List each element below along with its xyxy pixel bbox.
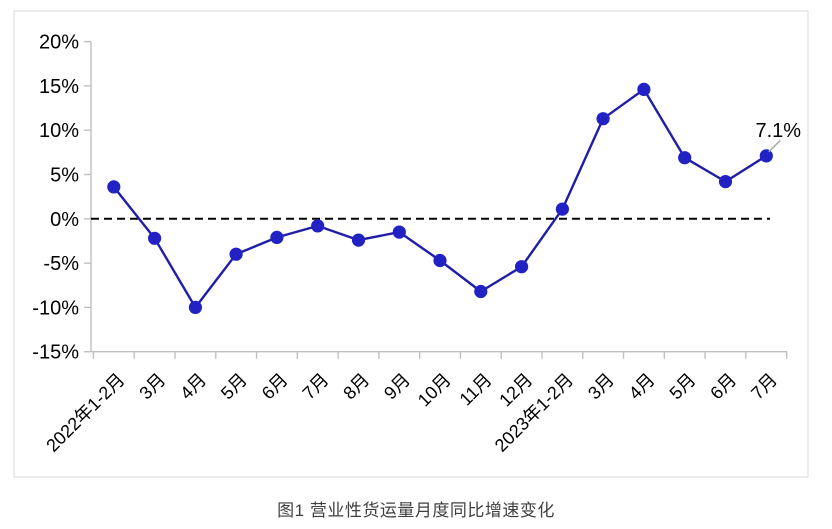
data-point: [678, 151, 692, 165]
y-tick-label: 20%: [39, 32, 79, 54]
y-tick-label: 10%: [39, 120, 79, 142]
data-series: [107, 82, 773, 314]
data-point: [107, 180, 121, 194]
y-tick-label: -10%: [32, 297, 79, 319]
annotation-leader-line: [768, 139, 781, 153]
y-tick-label: -15%: [32, 342, 79, 364]
y-tick-label: 5%: [50, 164, 79, 186]
data-point: [433, 253, 447, 268]
figure-caption: 图1 营业性货运量月度同比增速变化: [277, 501, 555, 520]
data-point: [515, 260, 529, 274]
y-tick-label: 0%: [50, 209, 79, 231]
data-point: [351, 233, 366, 247]
data-point: [759, 149, 773, 163]
data-point: [270, 230, 284, 244]
annotation-label: 7.1%: [755, 120, 801, 142]
annotation: 7.1%: [755, 120, 801, 153]
data-point: [637, 82, 651, 96]
y-tick-label: -5%: [43, 253, 79, 275]
plot-border: [13, 10, 809, 478]
data-point: [229, 247, 243, 261]
data-point: [392, 225, 406, 239]
data-point: [148, 231, 162, 245]
data-point: [311, 219, 325, 233]
data-point: [718, 175, 733, 189]
y-tick-label: 15%: [39, 76, 79, 98]
data-point: [555, 202, 570, 216]
data-point: [188, 300, 202, 314]
data-point: [596, 112, 610, 126]
data-point: [474, 284, 488, 299]
